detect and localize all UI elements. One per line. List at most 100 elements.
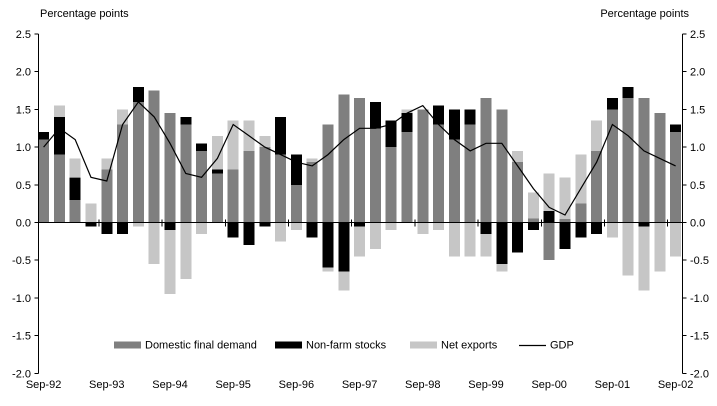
legend-label: Non-farm stocks bbox=[306, 340, 387, 352]
legend-label: Domestic final demand bbox=[145, 340, 257, 352]
x-axis-label: Sep-93 bbox=[89, 379, 124, 391]
bar-segment-non-farm-stocks bbox=[527, 222, 539, 230]
bar-segment-domestic-final-demand bbox=[117, 124, 129, 223]
bar-segment-domestic-final-demand bbox=[654, 113, 666, 223]
bar-segment-domestic-final-demand bbox=[148, 90, 160, 223]
y-axis-label-left: 1.5 bbox=[16, 104, 31, 116]
bar-segment-net-exports bbox=[369, 222, 381, 249]
bar-segment-non-farm-stocks bbox=[322, 222, 334, 268]
bar-segment-non-farm-stocks bbox=[306, 222, 318, 238]
bar-segment-domestic-final-demand bbox=[417, 109, 429, 223]
bar-segment-net-exports bbox=[622, 222, 634, 276]
bar-segment-domestic-final-demand bbox=[196, 150, 208, 223]
bar-segment-net-exports bbox=[417, 222, 429, 234]
bar-segment-domestic-final-demand bbox=[543, 222, 555, 261]
bar-segment-domestic-final-demand bbox=[575, 203, 587, 223]
bar-segment-domestic-final-demand bbox=[638, 98, 650, 223]
bar-segment-non-farm-stocks bbox=[670, 124, 682, 132]
bar-segment-net-exports bbox=[290, 222, 302, 230]
bar-segment-non-farm-stocks bbox=[401, 113, 413, 132]
bar-segment-non-farm-stocks bbox=[38, 132, 50, 140]
bar-segment-domestic-final-demand bbox=[211, 173, 223, 223]
y-axis-label-right: 0.0 bbox=[690, 218, 705, 230]
y-axis-label-left: 0.5 bbox=[16, 180, 31, 192]
bar-segment-non-farm-stocks bbox=[275, 116, 287, 155]
bar-segment-net-exports bbox=[211, 135, 223, 170]
bar-segment-net-exports bbox=[259, 135, 271, 148]
bar-segment-non-farm-stocks bbox=[575, 222, 587, 238]
bar-segment-net-exports bbox=[527, 192, 539, 219]
legend-swatch-3 bbox=[410, 341, 437, 349]
x-axis-label: Sep-97 bbox=[342, 379, 377, 391]
bar-segment-domestic-final-demand bbox=[132, 101, 144, 223]
bar-segment-net-exports bbox=[401, 109, 413, 114]
bar-segment-non-farm-stocks bbox=[69, 177, 81, 200]
bar-segment-domestic-final-demand bbox=[259, 147, 271, 223]
bar-segment-non-farm-stocks bbox=[496, 222, 508, 264]
bar-segment-non-farm-stocks bbox=[338, 222, 350, 272]
y-axis-label-left: 0.0 bbox=[16, 218, 31, 230]
bar-segment-non-farm-stocks bbox=[227, 222, 239, 238]
y-axis-label-left: -1.5 bbox=[12, 331, 31, 343]
bar-segment-domestic-final-demand bbox=[591, 150, 603, 223]
y-axis-label-right: 0.5 bbox=[690, 180, 705, 192]
x-axis-label: Sep-92 bbox=[26, 379, 61, 391]
bar-segment-net-exports bbox=[448, 222, 460, 257]
bar-segment-domestic-final-demand bbox=[338, 94, 350, 223]
bar-segment-domestic-final-demand bbox=[164, 113, 176, 223]
bar-segment-net-exports bbox=[227, 120, 239, 170]
bar-segment-net-exports bbox=[148, 222, 160, 264]
bar-segment-non-farm-stocks bbox=[480, 222, 492, 234]
y-axis-label-left: -0.5 bbox=[12, 255, 31, 267]
bar-segment-domestic-final-demand bbox=[306, 162, 318, 223]
bar-segment-domestic-final-demand bbox=[385, 147, 397, 223]
bar-segment-net-exports bbox=[196, 222, 208, 234]
bar-segment-net-exports bbox=[480, 233, 492, 257]
right-axis-title: Percentage points bbox=[600, 8, 689, 20]
bar-segment-net-exports bbox=[69, 158, 81, 178]
bar-segment-domestic-final-demand bbox=[275, 154, 287, 223]
legend-label: GDP bbox=[550, 340, 574, 352]
x-axis-label: Sep-96 bbox=[279, 379, 314, 391]
bar-segment-net-exports bbox=[433, 222, 445, 230]
bar-segment-non-farm-stocks bbox=[606, 98, 618, 110]
bar-segment-non-farm-stocks bbox=[591, 222, 603, 234]
y-axis-label-left: 2.0 bbox=[16, 67, 31, 79]
bar-segment-domestic-final-demand bbox=[606, 109, 618, 223]
bar-segment-net-exports bbox=[180, 222, 192, 280]
bar-segment-non-farm-stocks bbox=[622, 86, 634, 99]
x-axis-label: Sep-99 bbox=[468, 379, 503, 391]
bar-segment-non-farm-stocks bbox=[259, 222, 271, 227]
bar-segment-non-farm-stocks bbox=[101, 222, 113, 234]
y-axis-label-left: 2.5 bbox=[16, 29, 31, 41]
bar-segment-net-exports bbox=[275, 222, 287, 242]
bar-segment-non-farm-stocks bbox=[180, 116, 192, 125]
bar-segment-domestic-final-demand bbox=[53, 154, 65, 223]
bar-segment-domestic-final-demand bbox=[243, 150, 255, 223]
bar-segment-non-farm-stocks bbox=[354, 222, 366, 227]
bar-segment-net-exports bbox=[354, 226, 366, 257]
bar-segment-non-farm-stocks bbox=[132, 86, 144, 102]
bar-segment-non-farm-stocks bbox=[638, 222, 650, 227]
bar-segment-net-exports bbox=[575, 154, 587, 204]
bar-segment-domestic-final-demand bbox=[354, 98, 366, 223]
bar-segment-non-farm-stocks bbox=[369, 101, 381, 129]
y-axis-label-left: -1.0 bbox=[12, 293, 31, 305]
y-axis-label-left: -2.0 bbox=[12, 368, 31, 380]
bar-segment-non-farm-stocks bbox=[211, 169, 223, 174]
y-axis-label-right: 2.5 bbox=[690, 29, 705, 41]
bar-segment-domestic-final-demand bbox=[69, 199, 81, 223]
bar-segment-non-farm-stocks bbox=[559, 222, 571, 249]
bar-segment-net-exports bbox=[606, 222, 618, 238]
bar-segment-non-farm-stocks bbox=[464, 109, 476, 125]
x-axis-label: Sep-01 bbox=[595, 379, 630, 391]
bar-segment-domestic-final-demand bbox=[448, 139, 460, 223]
bar-segment-domestic-final-demand bbox=[480, 98, 492, 223]
bar-segment-non-farm-stocks bbox=[196, 143, 208, 151]
bar-segment-domestic-final-demand bbox=[369, 128, 381, 223]
bar-segment-domestic-final-demand bbox=[559, 218, 571, 223]
bar-segment-net-exports bbox=[512, 150, 524, 163]
y-axis-label-right: 1.5 bbox=[690, 104, 705, 116]
x-axis-label: Sep-95 bbox=[215, 379, 250, 391]
legend-swatch-1 bbox=[114, 341, 141, 349]
